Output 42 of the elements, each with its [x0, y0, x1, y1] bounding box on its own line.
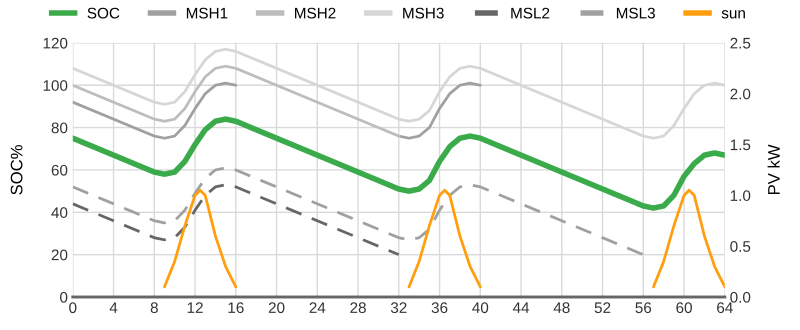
legend-label: MSL3 — [616, 8, 655, 19]
y-tick-label: 40 — [51, 207, 68, 218]
y2-tick-label: 1.5 — [730, 140, 750, 150]
x-tick-label: 52 — [594, 302, 610, 314]
y2-tick-label: 0.0 — [730, 292, 750, 303]
y-tick-label: 80 — [52, 122, 68, 134]
y-tick-label: 100 — [44, 80, 68, 91]
y-tick-label: 0 — [60, 292, 68, 303]
x-tick-label: 36 — [432, 302, 448, 314]
y2-tick-label: 0.5 — [730, 241, 750, 252]
y-axis-title: SOC% — [10, 145, 22, 195]
y-tick-label: 60 — [52, 164, 68, 176]
legend-label: MSL2 — [511, 8, 550, 19]
y2-tick-label: 1.0 — [730, 190, 750, 202]
legend-label: SOC — [88, 8, 120, 19]
line-series — [72, 183, 400, 256]
x-tick-label: 40 — [472, 302, 488, 314]
y-tick-label: 120 — [44, 38, 68, 49]
legend-label: MSH2 — [295, 8, 336, 19]
x-tick-label: 20 — [268, 302, 284, 314]
x-tick-label: 4 — [110, 302, 118, 313]
x-tick-label: 12 — [188, 302, 203, 313]
x-tick-label: 24 — [310, 302, 326, 313]
legend-label: MSH3 — [403, 8, 444, 19]
y2-tick-label: 2.5 — [730, 38, 750, 49]
line-series — [72, 64, 400, 138]
x-tick-label: 64 — [717, 302, 733, 314]
x-tick-label: 56 — [635, 302, 652, 314]
x-tick-label: 0 — [69, 302, 76, 314]
x-tick-label: 8 — [150, 302, 158, 314]
x-tick-label: 60 — [676, 302, 692, 314]
legend-label: sun — [722, 10, 745, 19]
x-tick-label: 32 — [390, 302, 407, 314]
y-tick-label: 20 — [52, 250, 68, 260]
line-series — [72, 166, 645, 256]
x-tick-label: 16 — [228, 302, 244, 314]
x-tick-label: 44 — [512, 302, 530, 313]
y2-axis-title: PV kW — [768, 144, 780, 194]
x-tick-label: 28 — [350, 302, 366, 314]
legend-label: MSH1 — [186, 8, 228, 19]
y2-tick-label: 2.0 — [730, 88, 750, 100]
x-tick-label: 48 — [554, 302, 570, 314]
